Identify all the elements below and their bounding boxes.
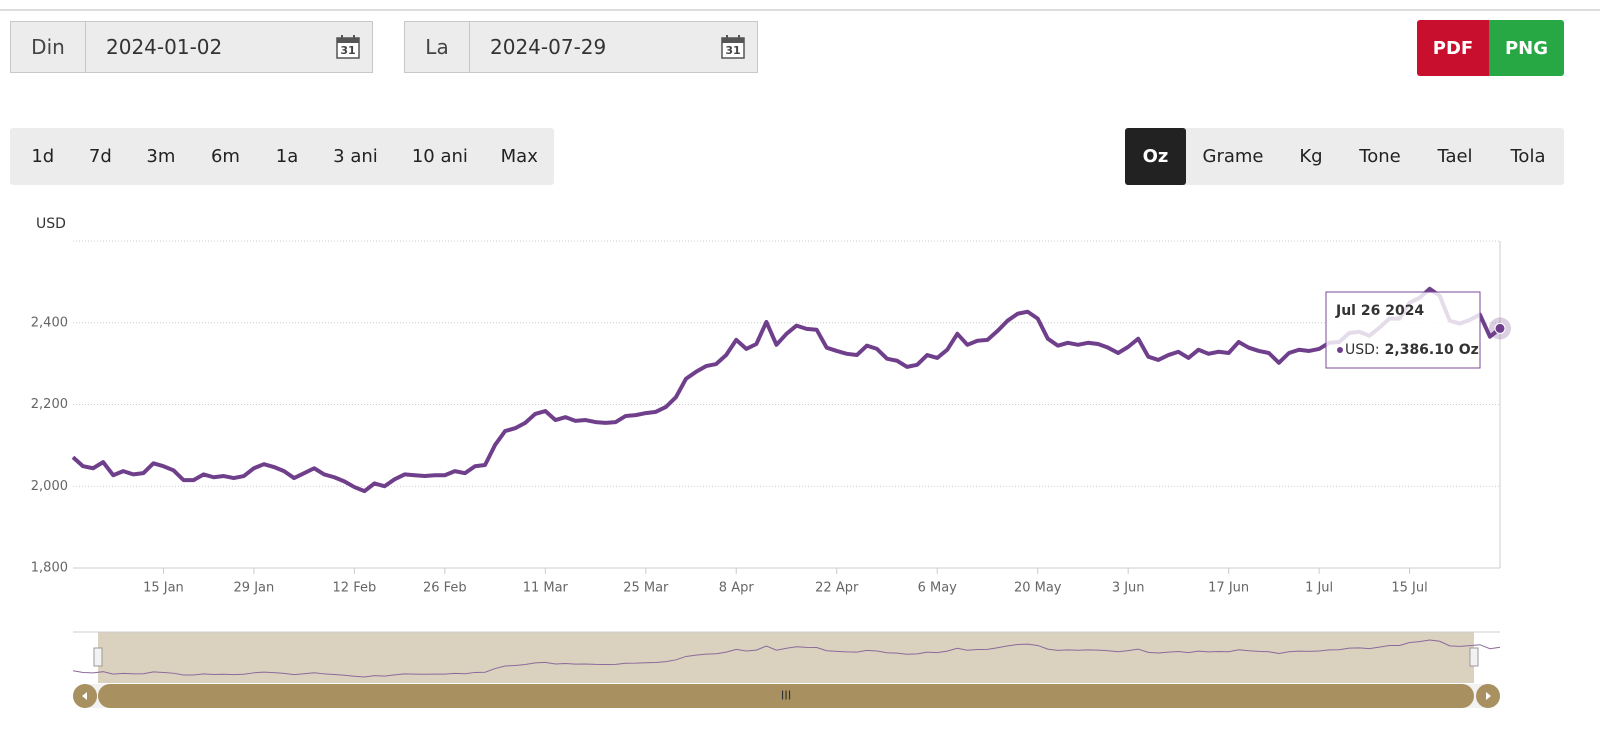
date-from-input[interactable]: 2024-01-02 31 — [86, 22, 372, 72]
x-tick-label: 17 Jun — [1208, 581, 1249, 596]
scrollbar-thumb[interactable] — [98, 684, 1474, 708]
navigator-line — [72, 639, 1501, 678]
period-button[interactable]: 10 ani — [411, 146, 468, 167]
x-tick-label: 15 Jan — [143, 581, 184, 596]
x-tick-label: 25 Mar — [623, 581, 669, 596]
x-tick-label: 15 Jul — [1391, 581, 1427, 596]
unit-button[interactable]: Tone — [1359, 146, 1401, 167]
tooltip-dot — [1337, 347, 1343, 353]
pdf-button[interactable]: PDF — [1417, 20, 1489, 76]
period-button[interactable]: Max — [500, 146, 538, 167]
y-tick-label: 1,800 — [31, 561, 68, 576]
scrollbar-arrow — [1486, 692, 1491, 700]
x-tick-label: 26 Feb — [423, 581, 467, 596]
x-tick-label: 29 Jan — [234, 581, 275, 596]
period-buttons: 1d 7d 3m 6m 1a 3 ani 10 ani Max — [10, 128, 554, 185]
hover-point — [1494, 322, 1506, 334]
unit-button[interactable]: Tael — [1437, 146, 1473, 167]
y-tick-label: 2,000 — [31, 479, 68, 494]
date-from-value: 2024-01-02 — [106, 35, 223, 59]
png-button[interactable]: PNG — [1489, 20, 1564, 76]
period-button[interactable]: 1d — [31, 146, 55, 167]
tooltip-title: Jul 26 2024 — [1335, 303, 1424, 319]
unit-button[interactable]: Kg — [1299, 146, 1323, 167]
scrollbar-arrow — [82, 692, 87, 700]
calendar-icon-day: 31 — [725, 44, 740, 57]
tooltip-part: 2,386.10 — [1385, 342, 1454, 358]
date-from-label: Din — [11, 22, 86, 72]
period-button[interactable]: 1a — [275, 146, 299, 167]
scrollbar-grip: III — [781, 689, 792, 703]
x-tick-label: 6 May — [918, 581, 958, 596]
unit-button[interactable]: Grame — [1202, 146, 1264, 167]
x-tick-label: 8 Apr — [719, 581, 755, 596]
x-tick-label: 22 Apr — [815, 581, 859, 596]
tooltip-row: USD: 2,386.10 Oz — [1345, 342, 1479, 358]
navigator-handle[interactable] — [93, 647, 103, 667]
navigator-handle[interactable] — [1469, 647, 1479, 667]
x-tick-label: 12 Feb — [333, 581, 377, 596]
x-tick-label: 11 Mar — [523, 581, 569, 596]
calendar-icon-day: 31 — [340, 44, 355, 57]
tooltip-part: USD: — [1345, 342, 1380, 358]
unit-buttons: Oz Grame Kg Tone Tael Tola — [1125, 128, 1564, 185]
period-button[interactable]: 3m — [146, 146, 176, 167]
date-to-label: La — [405, 22, 470, 72]
calendar-icon[interactable]: 31 — [721, 35, 745, 59]
navigator-selection — [98, 632, 1474, 683]
period-button[interactable]: 7d — [88, 146, 112, 167]
y-axis-label: USD — [36, 216, 66, 232]
calendar-icon[interactable]: 31 — [336, 35, 360, 59]
date-to[interactable]: La 2024-07-29 31 — [404, 21, 758, 73]
period-button[interactable]: 6m — [210, 146, 240, 167]
y-tick-label: 2,200 — [31, 397, 68, 412]
tooltip-part: Oz — [1459, 342, 1479, 358]
x-tick-label: 3 Jun — [1112, 581, 1145, 596]
date-from[interactable]: Din 2024-01-02 31 — [10, 21, 373, 73]
tooltip-box — [1325, 291, 1481, 369]
period-button[interactable]: 3 ani — [333, 146, 378, 167]
unit-button[interactable]: Tola — [1510, 146, 1546, 167]
x-tick-label: 20 May — [1014, 581, 1062, 596]
price-line — [71, 286, 1502, 494]
y-tick-label: 2,400 — [31, 315, 68, 330]
x-tick-label: 1 Jul — [1305, 581, 1333, 596]
unit-button-active[interactable]: Oz — [1125, 128, 1186, 185]
date-to-value: 2024-07-29 — [490, 35, 607, 59]
date-to-input[interactable]: 2024-07-29 31 — [470, 22, 757, 72]
